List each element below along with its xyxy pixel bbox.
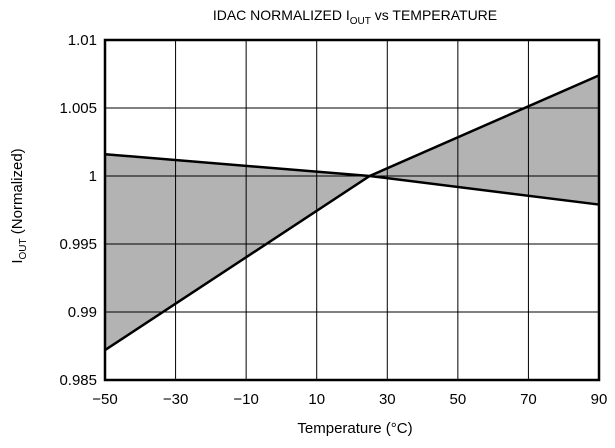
y-tick-labels: 0.985 0.99 0.995 1 1.005 1.01 <box>59 32 97 389</box>
gridlines <box>105 40 599 380</box>
x-tick-label: 70 <box>520 391 537 408</box>
x-tick-label: 50 <box>450 391 467 408</box>
y-tick-label: 0.985 <box>59 372 97 389</box>
x-tick-label: 10 <box>308 391 325 408</box>
y-tick-label: 1.01 <box>68 32 97 49</box>
series-line-2 <box>104 152 600 206</box>
y-tick-label: 1 <box>89 168 97 185</box>
y-tick-label: 0.99 <box>68 304 97 321</box>
x-tick-labels: −50 −30 −10 10 30 50 70 90 <box>92 391 607 408</box>
y-tick-label: 1.005 <box>59 100 97 117</box>
shaded-region <box>105 75 599 351</box>
y-tick-label: 0.995 <box>59 236 97 253</box>
x-tick-label: 30 <box>379 391 396 408</box>
series-lines <box>104 74 600 352</box>
y-axis-label: IOUT (Normalized) <box>9 148 29 263</box>
shaded-band <box>105 75 599 351</box>
chart-title: IDAC NORMALIZED IOUT vs TEMPERATURE <box>213 7 497 27</box>
x-axis-label: Temperature (°C) <box>297 420 412 437</box>
x-tick-label: 90 <box>591 391 608 408</box>
plot-frame <box>103 38 601 382</box>
x-tick-label: −30 <box>163 391 188 408</box>
x-tick-label: −10 <box>233 391 258 408</box>
x-tick-label: −50 <box>92 391 117 408</box>
